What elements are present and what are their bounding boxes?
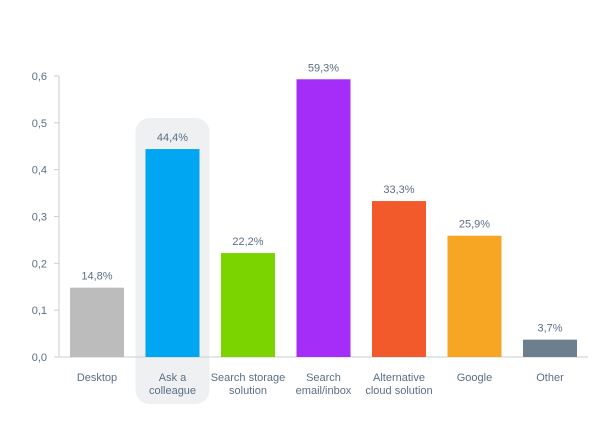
category-label: Ask a colleague xyxy=(149,372,196,397)
category-label-line: Alternative xyxy=(373,372,425,384)
bar xyxy=(221,253,275,357)
category-label-line: cloud solution xyxy=(365,385,432,397)
category-label-line: colleague xyxy=(149,385,196,397)
bar xyxy=(372,201,426,357)
bar xyxy=(70,287,124,357)
y-tick-label: 0,0 xyxy=(32,352,47,364)
data-label: 44,4% xyxy=(157,132,188,144)
y-tick-label: 0,6 xyxy=(32,71,47,83)
category-label: Google xyxy=(457,372,492,384)
data-label: 25,9% xyxy=(459,219,490,231)
category-label: Desktop xyxy=(77,372,117,384)
data-label: 59,3% xyxy=(308,62,339,74)
category-label-line: Search xyxy=(306,372,341,384)
category-label: Other xyxy=(536,372,564,384)
category-label-line: Desktop xyxy=(77,372,117,384)
bar xyxy=(447,235,502,357)
data-label: 3,7% xyxy=(537,323,562,335)
data-label: 14,8% xyxy=(81,271,112,283)
category-label-line: solution xyxy=(229,385,267,397)
data-label: 22,2% xyxy=(232,236,263,248)
bars-group xyxy=(70,79,577,358)
category-label-line: Search storage xyxy=(211,372,286,384)
y-tick-label: 0,2 xyxy=(32,258,47,270)
category-label-line: email/inbox xyxy=(296,385,352,397)
bar xyxy=(296,79,351,358)
y-tick-label: 0,4 xyxy=(32,165,47,177)
category-label-line: Google xyxy=(457,372,492,384)
category-label: Alternative cloud solution xyxy=(365,372,432,397)
category-label: Search storage solution xyxy=(211,372,286,397)
category-label: Search email/inbox xyxy=(296,372,352,397)
bar xyxy=(145,149,200,357)
labels-group: 14,8% Desktop 44,4% Ask a colleague 22,2% Sear… xyxy=(77,62,564,397)
y-tick-label: 0,5 xyxy=(32,118,47,130)
bar xyxy=(523,339,577,357)
category-label-line: Ask a xyxy=(159,372,187,384)
y-tick-label: 0,1 xyxy=(32,305,47,317)
y-tick-label: 0,3 xyxy=(32,212,47,224)
data-label: 33,3% xyxy=(383,184,414,196)
category-label-line: Other xyxy=(536,372,564,384)
